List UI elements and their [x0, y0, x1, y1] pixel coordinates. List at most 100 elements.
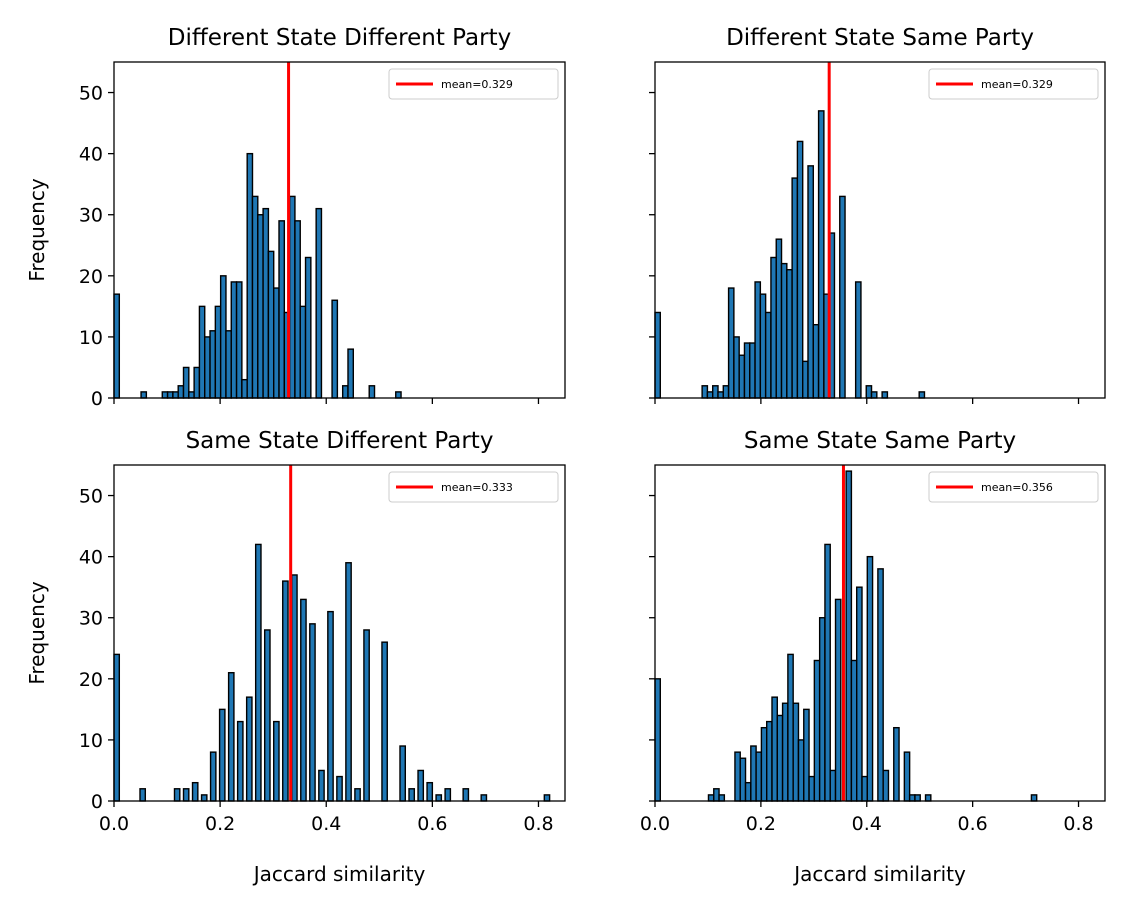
x-axis-label: Jaccard similarity	[252, 862, 426, 886]
x-tick-label: 0.0	[99, 813, 129, 835]
histogram-bar	[829, 769, 837, 802]
histogram-bar	[288, 195, 296, 399]
x-tick-label: 0.2	[746, 813, 776, 835]
chart-title: Different State Same Party	[726, 25, 1034, 51]
histogram-bar	[718, 794, 726, 802]
histogram-bar	[764, 311, 772, 399]
histogram-bar	[797, 739, 805, 802]
legend: mean=0.329	[388, 68, 559, 100]
histogram-bar	[291, 574, 298, 802]
histogram-bar	[227, 672, 235, 802]
histogram-bar	[315, 207, 323, 399]
x-tick-label: 0.4	[311, 813, 341, 835]
histogram-bar	[918, 391, 926, 399]
legend-box	[928, 68, 1099, 100]
histogram-bar	[807, 165, 814, 399]
histogram-bar	[787, 653, 794, 802]
histogram-bar	[759, 293, 767, 399]
histogram-bar	[914, 794, 921, 802]
histogram-bar	[813, 659, 821, 802]
histogram-bar	[304, 256, 312, 399]
y-tick-label: 20	[79, 266, 103, 288]
y-tick-label: 40	[79, 144, 103, 166]
histogram-bar	[204, 336, 211, 399]
histogram-bar	[300, 598, 307, 802]
legend-box	[388, 68, 559, 100]
histogram-bar	[707, 794, 715, 802]
histogram-bar	[200, 794, 208, 802]
histogram-bar	[235, 281, 243, 399]
histogram-bar	[727, 287, 735, 399]
histogram-bar	[722, 385, 730, 399]
histogram-bar	[341, 385, 349, 399]
histogram-bar	[854, 281, 862, 399]
y-tick-label: 30	[79, 205, 103, 227]
histogram-bar	[209, 751, 217, 802]
histogram-bar	[734, 751, 741, 802]
chart-panel-3: 0.0 0.2 0.4 0.6 0.8 0 10 20 30 40 50 Same State Dif…	[25, 428, 566, 886]
histogram-bar	[770, 256, 777, 399]
histogram-bar	[172, 391, 179, 399]
histogram-bar	[792, 702, 800, 802]
histogram-bar	[750, 745, 757, 802]
histogram-bar	[908, 794, 916, 802]
histogram-bar	[309, 623, 316, 802]
histogram-bar	[251, 195, 259, 399]
histogram-bar	[177, 385, 185, 399]
histogram-bar	[347, 348, 354, 399]
histogram-bar	[230, 281, 238, 399]
histogram-bar	[755, 751, 763, 802]
histogram-bar	[480, 794, 488, 802]
histogram-bar	[882, 769, 890, 802]
legend-label: mean=0.333	[441, 481, 513, 494]
histogram-bar	[219, 275, 227, 399]
histogram-bar	[363, 629, 370, 802]
histogram-bar	[140, 391, 148, 399]
chart-panel-1: 0 10 20 30 40 50 Different State Different Par…	[25, 25, 566, 410]
histogram-bar	[241, 378, 248, 399]
y-tick-label: 0	[91, 791, 103, 813]
axes-frame	[113, 61, 566, 399]
histogram-bar	[417, 769, 425, 802]
histogram-bar	[739, 757, 747, 802]
y-tick-label: 20	[79, 669, 103, 691]
chart-panel-2: Different State Same Party mean=0.329	[649, 25, 1106, 404]
histogram-bar	[1030, 794, 1038, 802]
histogram-bar	[236, 720, 244, 802]
histogram-bar	[113, 293, 121, 399]
histogram-bar	[354, 788, 361, 802]
histogram-bar	[254, 543, 262, 802]
legend: mean=0.333	[388, 471, 559, 503]
histogram-bar	[712, 385, 719, 399]
histogram-bar	[877, 568, 884, 802]
histogram-bar	[299, 305, 307, 399]
histogram-bar	[336, 775, 343, 802]
histogram-bar	[706, 391, 714, 399]
histogram-bar	[786, 269, 793, 399]
histogram-bar	[395, 391, 402, 399]
histogram-bar	[760, 726, 768, 802]
histogram-bar	[865, 385, 873, 399]
histogram-bar	[713, 788, 720, 802]
histogram-bar	[766, 720, 773, 802]
histogram-bar	[701, 385, 709, 399]
histogram-bar	[273, 287, 280, 399]
chart-title: Different State Different Party	[168, 25, 511, 51]
legend: mean=0.329	[928, 68, 1099, 100]
x-tick-label: 0.6	[958, 813, 988, 835]
histogram-bar	[257, 214, 264, 399]
histogram-bar	[263, 629, 271, 802]
histogram-bar	[654, 311, 661, 399]
histogram-bar	[749, 342, 756, 399]
histogram-bar	[408, 788, 416, 802]
histogram-bar	[802, 360, 809, 399]
histogram-bar	[654, 678, 661, 802]
histogram-bar	[282, 580, 289, 802]
histogram-bar	[870, 391, 878, 399]
histogram-bar	[245, 696, 253, 802]
y-tick-label: 10	[79, 327, 103, 349]
y-tick-label: 50	[79, 486, 103, 508]
histogram-bar	[444, 788, 452, 802]
histogram-bar	[331, 299, 339, 399]
